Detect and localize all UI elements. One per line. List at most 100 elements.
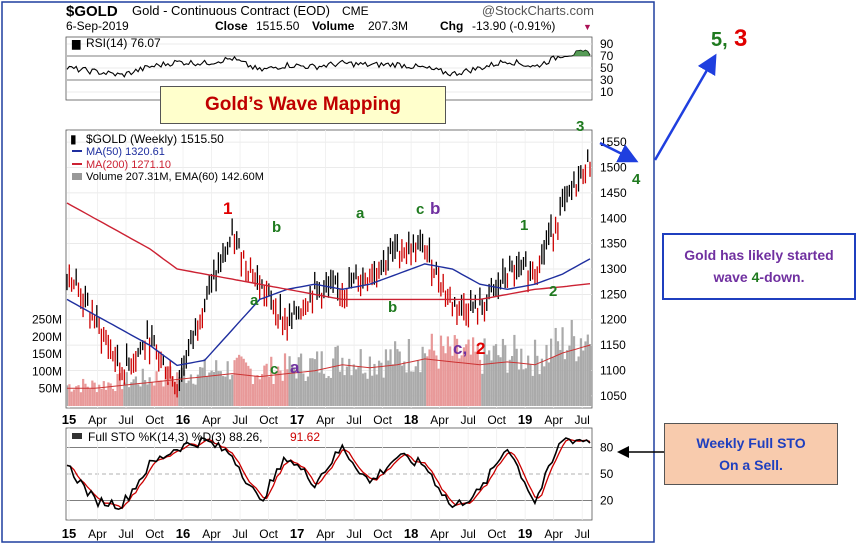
note-line-1: Gold has likely started (684, 247, 834, 263)
sto-tick-label: 50 (600, 467, 614, 481)
volume-bar (465, 344, 468, 406)
volume-bar (391, 364, 394, 406)
volume-bars (66, 319, 592, 406)
x-tick-label: Apr (316, 413, 335, 427)
volume-bar (582, 350, 585, 406)
rsi-tick-label: 50 (600, 61, 614, 75)
volume-bar (91, 380, 94, 406)
x-tick-label: Jul (346, 413, 361, 427)
volume-bar (341, 357, 344, 406)
volume-bar (265, 363, 268, 406)
sto-k-line (66, 436, 591, 511)
volume-bar (185, 383, 188, 406)
volume-bar (384, 349, 388, 406)
x-tick-label: Oct (487, 413, 506, 427)
x-tick-label: 16 (176, 412, 190, 427)
volume-bar (249, 368, 252, 406)
volume-bar (485, 354, 488, 406)
volume-bar (70, 391, 73, 406)
price-tick-label: 1550 (600, 135, 627, 149)
x-tick-label-sto: 18 (404, 526, 418, 541)
volume-bar (451, 355, 454, 406)
wave-c-2016: c (270, 361, 278, 378)
x-tick-label-sto: 15 (62, 526, 76, 541)
volume-bar (277, 366, 280, 406)
sto-d-value: 91.62 (290, 430, 320, 444)
volume-bar (164, 366, 167, 406)
rsi-line (66, 49, 591, 78)
volume-bar (559, 349, 562, 406)
volume-bar (320, 351, 323, 406)
volume-bar (481, 373, 484, 406)
volume-bar (577, 356, 580, 406)
volume-bar (162, 386, 165, 406)
volume-bar (449, 346, 452, 406)
volume-bar (492, 345, 495, 406)
volume-bar (272, 383, 275, 406)
volume-bar (109, 383, 112, 406)
x-tick-label: Apr (202, 413, 221, 427)
volume-bar (469, 354, 472, 406)
volume-bar (286, 369, 289, 406)
y-axis-ticks: 1550150014501400135013001250120011501100… (32, 37, 627, 507)
volume-bar (166, 382, 170, 406)
volume-bar (348, 358, 351, 406)
volume-bar (187, 380, 190, 406)
x-tick-label-sto: Apr (430, 527, 449, 541)
volume-bar (483, 338, 486, 406)
x-tick-label-sto: Oct (145, 527, 164, 541)
volume-swatch (72, 173, 82, 180)
volume-bar (217, 371, 220, 406)
volume-bar (157, 380, 160, 406)
volume-bar (304, 380, 307, 406)
volume-bar (442, 346, 445, 406)
volume-bar (226, 361, 229, 406)
wave-3-target: 3 (734, 25, 747, 52)
volume-bar (231, 374, 234, 406)
x-tick-label: Jul (460, 413, 475, 427)
volume-bar (460, 355, 463, 406)
volume-bar (359, 349, 362, 406)
volume-bar (345, 366, 349, 406)
note-line-2: wave 4-down. (664, 266, 854, 288)
rsi-tick-label: 70 (600, 49, 614, 63)
volume-bar (329, 377, 332, 406)
volume-bar (371, 375, 374, 406)
wave-1-2016: 1 (223, 199, 232, 218)
volume-bar (410, 371, 413, 406)
volume-bar (178, 377, 181, 406)
volume-bar (240, 356, 243, 406)
wave-4-2019: 4 (632, 171, 641, 188)
volume-bar (375, 374, 378, 406)
volume-bar (123, 382, 126, 406)
x-tick-label-sto: 17 (290, 526, 304, 541)
volume-bar (238, 354, 241, 406)
volume-legend: Volume 207.31M, EMA(60) 142.60M (86, 171, 264, 183)
volume-bar (536, 355, 539, 406)
series-lines (66, 49, 591, 511)
volume-bar (501, 338, 505, 406)
volume-bar (235, 357, 238, 406)
rsi-tick-label: 90 (600, 37, 614, 51)
volume-bar (258, 379, 261, 406)
wave-5-target: 5, (711, 29, 728, 51)
volume-bar (589, 344, 592, 406)
sto-note-line-1: Weekly Full STO (696, 435, 806, 451)
volume-bar (68, 384, 71, 406)
volume-bar (283, 353, 287, 406)
volume-bar (208, 372, 211, 406)
ma50-label: MA(50) 1320.61 (86, 146, 165, 158)
up-arrow-icon (653, 53, 717, 161)
volume-tick-label: 150M (32, 347, 62, 361)
volume-bar (297, 357, 300, 406)
volume-bar (313, 359, 316, 406)
volume-bar (281, 380, 284, 406)
volume-bar (453, 335, 456, 406)
volume-bar (95, 392, 99, 406)
rsi-tick-label: 30 (600, 73, 614, 87)
volume-bar (270, 356, 273, 406)
volume-bar (579, 338, 583, 406)
volume-bar (182, 370, 186, 406)
x-tick-label-sto: Jul (575, 527, 590, 541)
volume-bar (290, 364, 293, 406)
